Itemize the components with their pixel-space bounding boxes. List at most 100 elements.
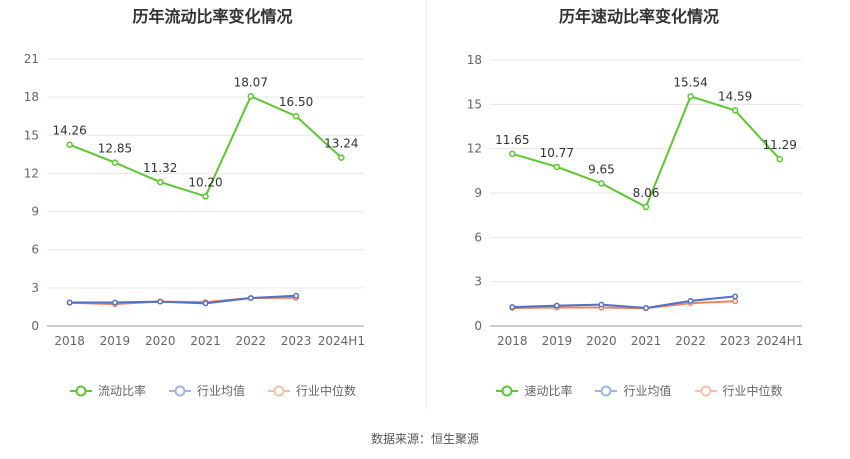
legend: 速动比率 行业均值 行业中位数	[428, 382, 850, 399]
primary-ratio-point	[111, 159, 119, 166]
industry-median-line	[512, 300, 736, 310]
y-tick-label: 12	[24, 166, 39, 180]
circle-line-icon	[268, 385, 290, 396]
data-label: 16.50	[279, 95, 313, 109]
legend-label: 行业中位数	[296, 384, 357, 398]
data-label: 15.54	[673, 75, 707, 89]
x-tick-label: 2019	[100, 334, 131, 348]
chart-title: 历年流动比率变化情况	[132, 7, 293, 26]
data-label: 18.07	[234, 75, 268, 89]
data-label: 11.29	[763, 138, 797, 152]
industry-mean-point	[687, 297, 694, 304]
data-label: 14.59	[718, 89, 752, 103]
data-label: 11.65	[495, 133, 529, 147]
industry-median-point	[732, 298, 739, 305]
data-label: 11.32	[143, 161, 177, 175]
x-tick-label: 2018	[54, 334, 85, 348]
y-tick-label: 18	[467, 53, 482, 67]
primary-ratio-point	[156, 178, 164, 186]
primary-ratio-point	[202, 193, 209, 200]
primary-ratio-point	[776, 155, 783, 163]
legend-label: 行业中位数	[722, 384, 783, 398]
primary-ratio-point	[731, 107, 739, 114]
legend-item-industry-median[interactable]: 行业中位数	[694, 382, 783, 399]
industry-mean-point	[598, 301, 605, 308]
industry-mean-point	[157, 298, 164, 305]
primary-ratio-point	[509, 150, 516, 158]
data-label: 9.65	[588, 162, 615, 176]
y-tick-label: 12	[467, 142, 482, 156]
legend-item-industry-mean[interactable]: 行业均值	[168, 382, 245, 399]
chart-title: 历年速动比率变化情况	[558, 7, 719, 26]
current-ratio-chart: 历年流动比率变化情况 0 3 6 9 12 15 18 21 2018 2019 2020 2021 2…	[0, 0, 425, 420]
data-label: 12.85	[98, 142, 132, 156]
x-tick-label: 2019	[542, 334, 573, 348]
circle-line-icon	[496, 385, 519, 396]
circle-line-icon	[694, 385, 717, 396]
x-tick-label: 2022	[236, 334, 267, 348]
x-tick-label: 2018	[497, 334, 528, 348]
x-tick-label: 2020	[145, 334, 176, 348]
data-label: 8.06	[633, 186, 660, 200]
data-label: 10.20	[188, 175, 222, 189]
industry-mean-point	[553, 302, 560, 309]
legend-item-quick-ratio[interactable]: 速动比率	[495, 382, 572, 399]
industry-mean-point	[247, 295, 254, 301]
legend-item-industry-median[interactable]: 行业中位数	[267, 382, 356, 399]
y-tick-label: 9	[31, 205, 39, 219]
x-tick-label: 2024H1	[756, 334, 803, 348]
legend-label: 行业均值	[196, 384, 245, 398]
data-label: 13.24	[324, 137, 358, 151]
y-tick-label: 18	[24, 90, 39, 104]
legend-item-current-ratio[interactable]: 流动比率	[69, 382, 146, 399]
legend-label: 行业均值	[623, 384, 672, 398]
industry-mean-point	[643, 305, 649, 311]
industry-mean-point	[509, 304, 516, 311]
industry-mean-point	[293, 292, 300, 299]
y-tick-label: 3	[474, 275, 482, 289]
primary-ratio-point	[338, 154, 345, 161]
legend-label: 速动比率	[524, 384, 573, 398]
legend: 流动比率 行业均值 行业中位数	[0, 382, 425, 399]
primary-ratio-point	[642, 203, 650, 211]
legend-label: 流动比率	[97, 384, 146, 398]
data-label: 14.26	[52, 124, 86, 138]
data-label: 10.77	[540, 146, 574, 160]
y-tick-label: 21	[24, 52, 39, 66]
y-tick-label: 15	[24, 128, 39, 142]
y-tick-label: 9	[474, 186, 482, 200]
primary-ratio-point	[247, 93, 255, 100]
x-tick-label: 2024H1	[318, 334, 365, 348]
quick-ratio-chart: 历年速动比率变化情况 0 3 6 9 12 15 18 2018 2019 2020 2021 202…	[428, 0, 850, 420]
industry-mean-point	[111, 299, 118, 306]
y-tick-label: 15	[467, 97, 482, 111]
x-tick-label: 2020	[586, 334, 617, 348]
circle-line-icon	[595, 385, 618, 396]
x-tick-label: 2021	[190, 334, 221, 348]
x-tick-label: 2023	[281, 334, 312, 348]
primary-ratio-point	[66, 141, 73, 148]
panel-divider	[426, 0, 427, 410]
primary-ratio-point	[292, 112, 300, 120]
primary-ratio-point	[553, 163, 561, 171]
industry-mean-point	[66, 299, 73, 306]
y-tick-label: 0	[31, 319, 39, 333]
y-tick-label: 6	[31, 243, 39, 257]
data-source: 数据来源：恒生聚源	[370, 432, 479, 446]
x-tick-label: 2023	[720, 334, 751, 348]
x-tick-label: 2021	[631, 334, 662, 348]
y-tick-label: 3	[31, 281, 39, 295]
circle-line-icon	[168, 385, 191, 396]
quick-ratio-plot: 0 3 6 9 12 15 18 2018 2019 2020 2021 2022 2023 2024H1…	[467, 53, 804, 348]
y-tick-label: 6	[474, 230, 482, 244]
industry-mean-line	[69, 294, 297, 305]
circle-line-icon	[69, 385, 92, 396]
primary-ratio-point	[598, 180, 605, 187]
industry-mean-point	[202, 300, 209, 307]
legend-item-industry-mean[interactable]: 行业均值	[594, 382, 672, 399]
industry-mean-point	[732, 293, 739, 300]
primary-ratio-point	[687, 93, 694, 100]
industry-mean-line	[512, 295, 736, 310]
current-ratio-plot: 0 3 6 9 12 15 18 21 2018 2019 2020 2021 2022 2023 2024…	[24, 52, 365, 348]
y-tick-label: 0	[474, 319, 482, 333]
